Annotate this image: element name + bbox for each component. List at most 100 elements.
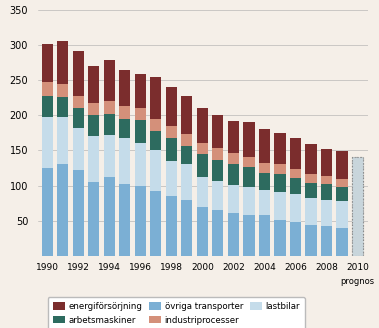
Bar: [181, 164, 193, 200]
Bar: [212, 181, 224, 210]
Bar: [57, 97, 68, 117]
Bar: [181, 95, 193, 134]
Bar: [197, 154, 208, 177]
Bar: [166, 161, 177, 196]
Bar: [243, 167, 255, 187]
Bar: [135, 186, 146, 256]
Bar: [228, 213, 239, 256]
Bar: [290, 169, 301, 178]
Bar: [88, 136, 99, 182]
Bar: [243, 157, 255, 167]
Bar: [119, 106, 130, 119]
Bar: [181, 134, 193, 146]
Bar: [119, 138, 130, 184]
Bar: [212, 148, 224, 159]
Bar: [197, 177, 208, 207]
Bar: [290, 138, 301, 169]
Bar: [104, 135, 115, 177]
Bar: [305, 225, 316, 256]
Bar: [104, 177, 115, 256]
Bar: [135, 74, 146, 108]
Bar: [135, 143, 146, 186]
Bar: [42, 82, 53, 96]
Bar: [243, 215, 255, 256]
Bar: [119, 184, 130, 256]
Bar: [73, 96, 84, 108]
Bar: [197, 207, 208, 256]
Bar: [197, 108, 208, 143]
Bar: [57, 117, 68, 164]
Bar: [259, 163, 270, 173]
Bar: [259, 215, 270, 256]
Bar: [166, 196, 177, 256]
Legend: energiförsörjning, arbetsmaskiner, övriga transporter, industriprocesser, lastbi: energiförsörjning, arbetsmaskiner, övrig…: [48, 297, 305, 328]
Bar: [88, 103, 99, 115]
Bar: [42, 96, 53, 117]
Bar: [274, 192, 285, 220]
Bar: [352, 157, 363, 256]
Bar: [337, 179, 348, 187]
Bar: [150, 119, 161, 131]
Bar: [104, 114, 115, 135]
Bar: [73, 128, 84, 170]
Bar: [259, 190, 270, 215]
Bar: [228, 164, 239, 185]
Bar: [274, 174, 285, 192]
Bar: [290, 178, 301, 194]
Bar: [150, 151, 161, 191]
Bar: [135, 108, 146, 120]
Bar: [42, 117, 53, 168]
Bar: [104, 101, 115, 114]
Bar: [181, 146, 193, 164]
Bar: [166, 138, 177, 161]
Bar: [337, 151, 348, 179]
Bar: [337, 201, 348, 228]
Bar: [42, 168, 53, 256]
Bar: [321, 200, 332, 226]
Bar: [321, 149, 332, 176]
Bar: [259, 173, 270, 190]
Bar: [212, 115, 224, 148]
Bar: [57, 164, 68, 256]
Bar: [243, 122, 255, 157]
Bar: [73, 51, 84, 96]
Bar: [212, 210, 224, 256]
Bar: [57, 41, 68, 84]
Bar: [337, 187, 348, 201]
Bar: [228, 153, 239, 164]
Bar: [88, 182, 99, 256]
Bar: [321, 176, 332, 184]
Text: prognos: prognos: [340, 277, 374, 286]
Bar: [119, 70, 130, 106]
Bar: [290, 194, 301, 222]
Bar: [274, 133, 285, 164]
Bar: [135, 120, 146, 143]
Bar: [228, 185, 239, 213]
Bar: [73, 170, 84, 256]
Bar: [290, 222, 301, 256]
Bar: [274, 220, 285, 256]
Bar: [73, 108, 84, 128]
Bar: [305, 183, 316, 198]
Bar: [150, 131, 161, 151]
Bar: [57, 84, 68, 97]
Bar: [337, 228, 348, 256]
Bar: [88, 115, 99, 136]
Bar: [150, 191, 161, 256]
Bar: [181, 200, 193, 256]
Bar: [274, 164, 285, 174]
Bar: [42, 44, 53, 82]
Bar: [243, 187, 255, 215]
Bar: [104, 60, 115, 101]
Bar: [166, 87, 177, 126]
Bar: [321, 184, 332, 200]
Bar: [321, 226, 332, 256]
Bar: [212, 159, 224, 181]
Bar: [166, 126, 177, 138]
Bar: [228, 121, 239, 153]
Bar: [259, 129, 270, 163]
Bar: [305, 174, 316, 183]
Bar: [150, 77, 161, 119]
Bar: [88, 66, 99, 103]
Bar: [305, 144, 316, 174]
